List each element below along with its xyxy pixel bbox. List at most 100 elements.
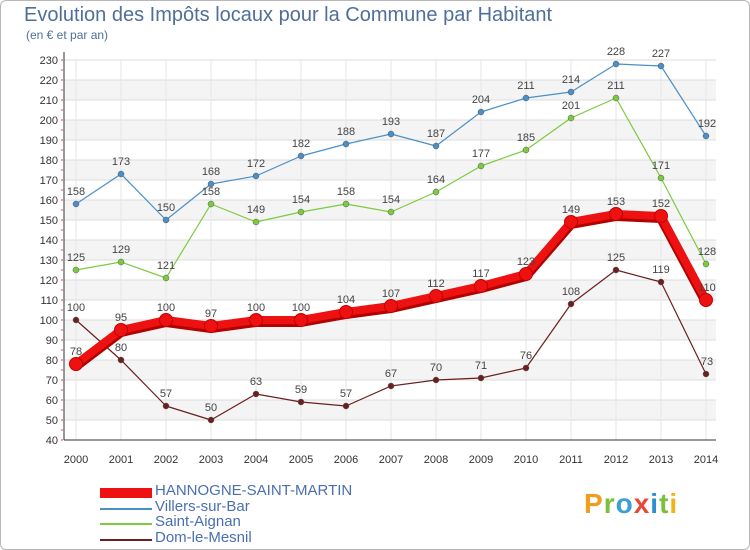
- data-point: [162, 274, 170, 282]
- data-point: [432, 142, 440, 150]
- y-tick-label: 230: [40, 55, 58, 67]
- data-label: 129: [112, 244, 130, 256]
- data-label: 100: [157, 302, 175, 314]
- data-point: [654, 209, 668, 223]
- data-point: [702, 132, 710, 140]
- grid-band: [64, 220, 716, 240]
- grid: [64, 59, 716, 441]
- data-label: 80: [115, 342, 127, 354]
- data-point: [162, 216, 170, 224]
- logo-letter: r: [603, 488, 616, 519]
- data-point: [297, 208, 305, 216]
- legend-swatch: [100, 488, 152, 498]
- x-tick-label: 2014: [694, 454, 718, 466]
- data-label: 154: [382, 194, 400, 206]
- data-point: [117, 170, 125, 178]
- x-tick-label: 2011: [559, 454, 583, 466]
- data-label: 182: [292, 138, 310, 150]
- data-label: 177: [472, 148, 490, 160]
- y-tick-label: 170: [40, 175, 58, 187]
- data-label: 150: [157, 202, 175, 214]
- logo-letter: t: [659, 488, 670, 519]
- grid-band: [64, 380, 716, 400]
- data-label: 204: [472, 94, 490, 106]
- data-label: 57: [340, 388, 352, 400]
- y-tick-label: 70: [46, 375, 58, 387]
- x-tick-label: 2007: [379, 454, 403, 466]
- legend-label: Dom-le-Mesnil: [155, 529, 252, 546]
- grid-band: [64, 100, 716, 120]
- x-tick-label: 2012: [604, 454, 628, 466]
- data-point: [342, 200, 350, 208]
- data-label: 50: [205, 402, 217, 414]
- data-label: 100: [247, 302, 265, 314]
- data-point: [249, 313, 263, 327]
- data-point: [204, 319, 218, 333]
- series-dom-le-mesnil: [72, 266, 710, 424]
- data-label: 201: [562, 100, 580, 112]
- data-point: [564, 215, 578, 229]
- data-label: 128: [698, 246, 716, 258]
- data-label: 168: [202, 166, 220, 178]
- data-point: [387, 382, 395, 390]
- data-point: [522, 94, 530, 102]
- y-tick-label: 120: [40, 275, 58, 287]
- y-tick-label: 200: [40, 115, 58, 127]
- data-label: 63: [250, 376, 262, 388]
- series-villers-sur-bar: [72, 60, 710, 224]
- y-tick-label: 110: [40, 295, 58, 307]
- data-label: 95: [115, 312, 127, 324]
- data-label: 149: [247, 204, 265, 216]
- data-point: [339, 305, 353, 319]
- x-tick-label: 2000: [64, 454, 88, 466]
- data-point: [72, 266, 80, 274]
- data-label: 100: [292, 302, 310, 314]
- proxiti-logo: Proxiti: [584, 488, 678, 520]
- data-label: 227: [652, 48, 670, 60]
- data-point: [387, 130, 395, 138]
- x-tick-label: 2010: [514, 454, 538, 466]
- data-label: 211: [517, 80, 535, 92]
- data-label: 59: [295, 384, 307, 396]
- data-label: 123: [517, 256, 535, 268]
- data-point: [657, 62, 665, 70]
- logo-letter: x: [633, 488, 651, 519]
- data-label: 185: [517, 132, 535, 144]
- x-tick-label: 2005: [289, 454, 313, 466]
- data-point: [612, 94, 620, 102]
- y-tick-label: 160: [40, 195, 58, 207]
- y-tick-label: 220: [40, 75, 58, 87]
- series-saint-aignan: [72, 94, 710, 282]
- data-point: [207, 180, 215, 188]
- logo-letter: o: [615, 488, 634, 519]
- data-label: 104: [337, 294, 355, 306]
- y-tick-label: 100: [40, 315, 58, 327]
- grid-band: [64, 120, 716, 140]
- data-point: [252, 218, 260, 226]
- data-point: [252, 172, 260, 180]
- data-point: [294, 313, 308, 327]
- y-tick-label: 90: [46, 335, 58, 347]
- data-point: [72, 200, 80, 208]
- data-label: 211: [607, 80, 625, 92]
- grid-band: [64, 160, 716, 180]
- data-label: 214: [562, 74, 580, 86]
- data-label: 172: [247, 158, 265, 170]
- data-label: 153: [607, 196, 625, 208]
- grid-band: [64, 140, 716, 160]
- data-point: [612, 266, 620, 274]
- data-point: [657, 174, 665, 182]
- data-point: [477, 374, 485, 382]
- data-label: 71: [475, 360, 487, 372]
- data-label: 158: [67, 186, 85, 198]
- data-label: 110: [698, 282, 716, 294]
- x-tick-label: 2002: [154, 454, 178, 466]
- data-label: 108: [562, 286, 580, 298]
- data-point: [384, 299, 398, 313]
- grid-band: [64, 420, 716, 440]
- data-point: [114, 323, 128, 337]
- logo-letter: P: [584, 488, 604, 519]
- data-label: 70: [430, 362, 442, 374]
- data-label: 112: [427, 278, 445, 290]
- series-hannogne-saint-martin: [69, 207, 713, 371]
